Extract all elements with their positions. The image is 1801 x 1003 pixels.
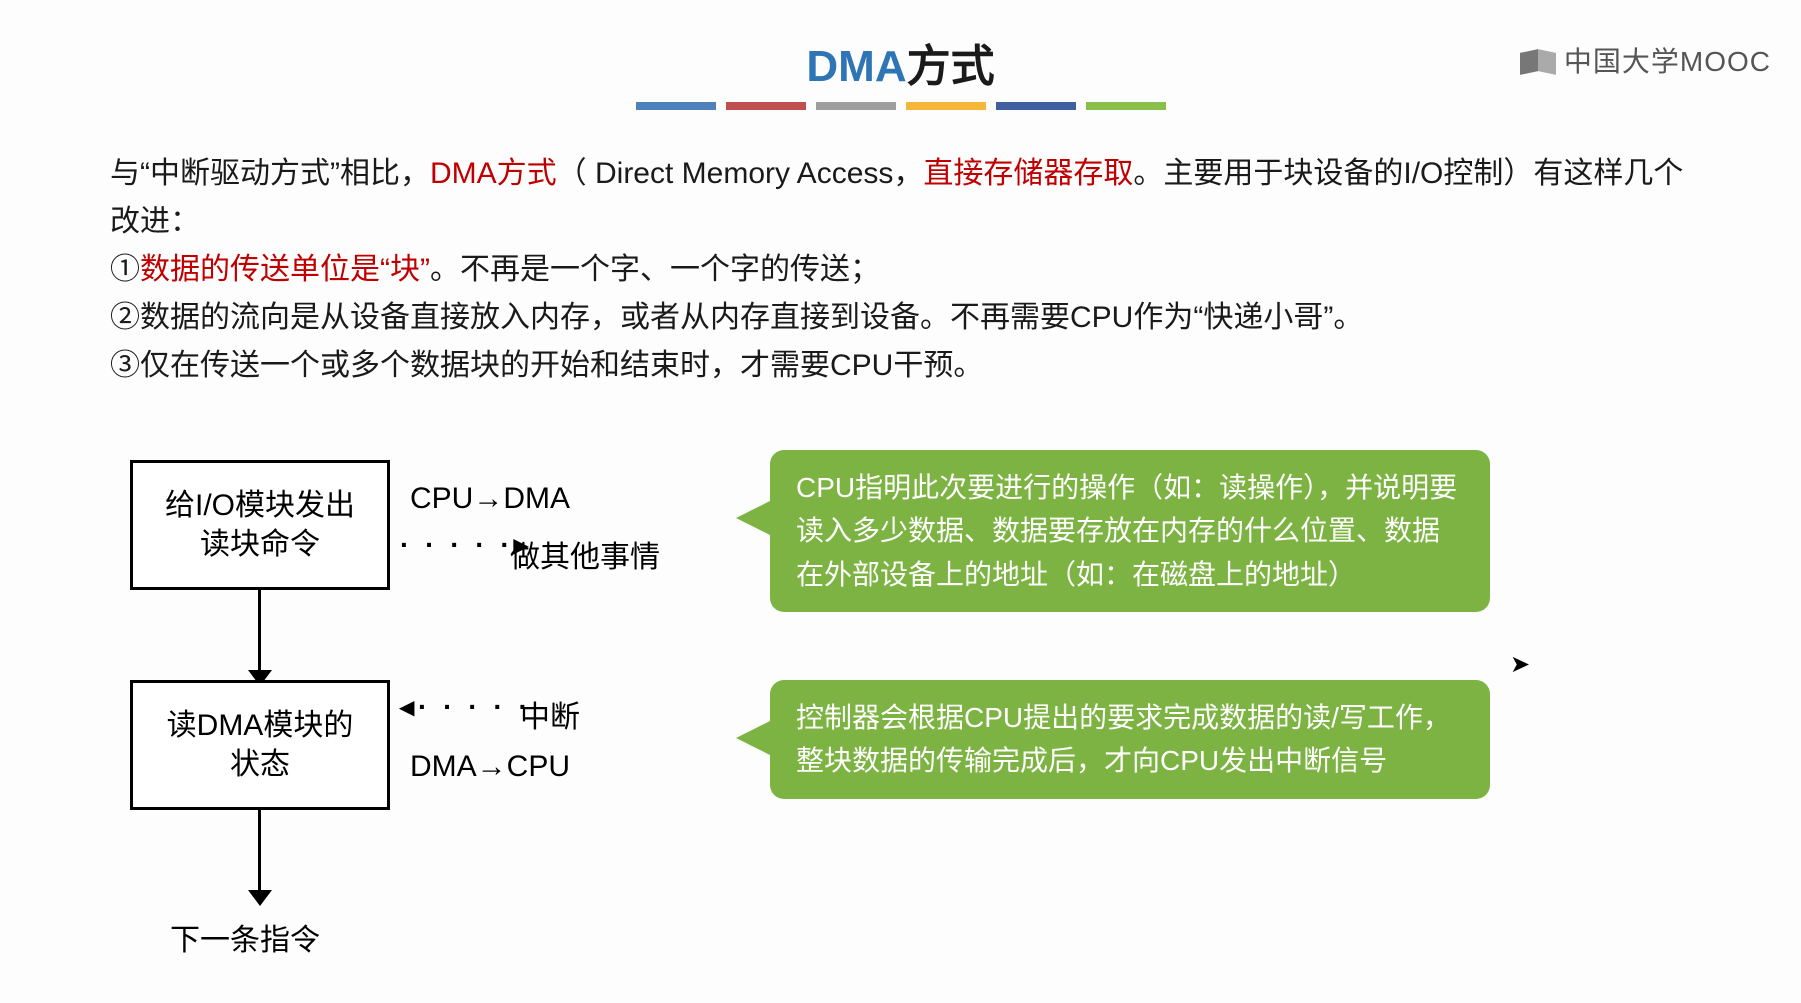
p2-red: 数据的传送单位是“块” bbox=[140, 253, 430, 286]
dots-arrow-2: ◂· · · · · bbox=[400, 690, 532, 723]
side-dma-cpu: DMA→CPU bbox=[410, 750, 570, 784]
mouse-cursor-icon: ➤ bbox=[1510, 650, 1530, 679]
flowchart-diagram: 给I/O模块发出 读块命令 CPU→DMA · · · · ·▸ 做其他事情 读… bbox=[110, 460, 1710, 1000]
p3: ②数据的流向是从设备直接放入内存，或者从内存直接到设备。不再需要CPU作为“快递… bbox=[110, 301, 1363, 334]
callout-2: 控制器会根据CPU提出的要求完成数据的读/写工作，整块数据的传输完成后，才向CP… bbox=[770, 680, 1490, 799]
bar-3 bbox=[816, 102, 896, 110]
callout-2-text: 控制器会根据CPU提出的要求完成数据的读/写工作，整块数据的传输完成后，才向CP… bbox=[796, 702, 1451, 776]
arrow-2-3 bbox=[258, 810, 261, 900]
p1-a: 与“中断驱动方式”相比， bbox=[110, 157, 430, 190]
next-instruction: 下一条指令 bbox=[170, 915, 320, 959]
p4: ③仅在传送一个或多个数据块的开始和结束时，才需要CPU干预。 bbox=[110, 349, 983, 382]
callout-1-text: CPU指明此次要进行的操作（如：读操作），并说明要读入多少数据、数据要存放在内存… bbox=[796, 472, 1457, 590]
book-icon bbox=[1520, 47, 1556, 73]
side-cpu-dma: CPU→DMA bbox=[410, 482, 570, 516]
body-paragraph: 与“中断驱动方式”相比，DMA方式（ Direct Memory Access，… bbox=[110, 150, 1691, 390]
box1-line2: 读块命令 bbox=[200, 525, 320, 564]
box1-line1: 给I/O模块发出 bbox=[165, 486, 355, 525]
bar-6 bbox=[1086, 102, 1166, 110]
side-interrupt: 中断 bbox=[520, 692, 580, 736]
bar-4 bbox=[906, 102, 986, 110]
p1-red2: 直接存储器存取 bbox=[923, 157, 1133, 190]
side-do-other: 做其他事情 bbox=[510, 532, 660, 576]
logo-text: 中国大学MOOC bbox=[1564, 40, 1771, 80]
callout-1: CPU指明此次要进行的操作（如：读操作），并说明要读入多少数据、数据要存放在内存… bbox=[770, 450, 1490, 612]
flow-box-2: 读DMA模块的 状态 bbox=[130, 680, 390, 810]
title-dma: DMA bbox=[806, 42, 906, 91]
arrow-1-2 bbox=[258, 590, 261, 680]
flow-box-1: 给I/O模块发出 读块命令 bbox=[130, 460, 390, 590]
p2-a: ① bbox=[110, 253, 140, 286]
title-suffix: 方式 bbox=[907, 42, 995, 91]
p1-dma: DMA方式 bbox=[430, 157, 557, 190]
brand-logo: 中国大学MOOC bbox=[1520, 40, 1771, 80]
arrow-2-3-head bbox=[248, 890, 272, 906]
bar-1 bbox=[636, 102, 716, 110]
title-underline bbox=[0, 102, 1801, 110]
box2-line1: 读DMA模块的 bbox=[167, 706, 354, 745]
bar-5 bbox=[996, 102, 1076, 110]
p2-b: 。不再是一个字、一个字的传送； bbox=[430, 253, 880, 286]
p1-b: （ Direct Memory Access， bbox=[557, 157, 924, 190]
bar-2 bbox=[726, 102, 806, 110]
box2-line2: 状态 bbox=[230, 745, 290, 784]
